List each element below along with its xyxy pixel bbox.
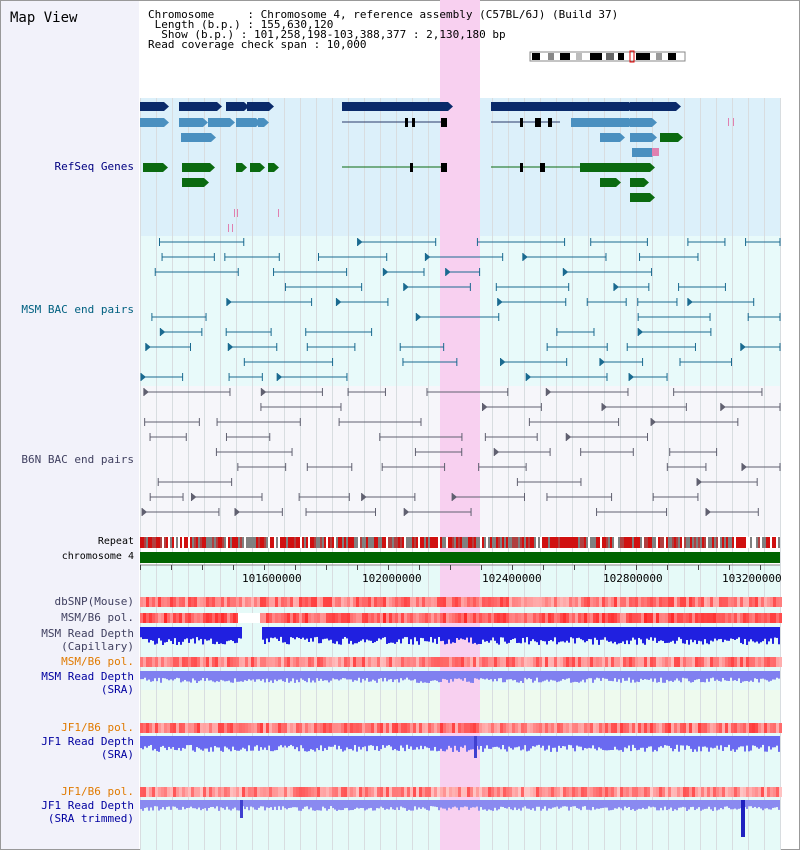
region-info: Chromosome : Chromosome 4, reference ass… xyxy=(148,8,619,51)
chromosome-bar xyxy=(140,552,780,563)
show-range-info: Show (b.p.) : 101,258,198-103,388,377 : … xyxy=(148,28,506,41)
track-label-jf1-depth-sra-sub: (SRA) xyxy=(100,748,134,761)
highlight-region xyxy=(440,0,480,850)
track-label-b6n-bac[interactable]: B6N BAC end pairs xyxy=(21,453,134,466)
track-label-msm-depth-cap-sub: (Capillary) xyxy=(61,640,134,653)
track-label-repeat[interactable]: Repeat xyxy=(97,536,134,547)
coverage-span-info: Read coverage check span : 10,000 xyxy=(148,38,367,51)
axis-tick-label: 103200000 xyxy=(722,572,782,585)
track-label-dbsnp[interactable]: dbSNP(Mouse) xyxy=(54,595,134,608)
track-label-msm-bac[interactable]: MSM BAC end pairs xyxy=(21,303,134,316)
track-label-refseq[interactable]: RefSeq Genes xyxy=(54,160,134,173)
axis-tick-label: 102400000 xyxy=(482,572,542,585)
track-label-jf1-depth-trim[interactable]: JF1 Read Depth xyxy=(41,799,134,812)
track-label-jf1-depth-trim-sub: (SRA trimmed) xyxy=(47,812,134,825)
axis-tick-label: 101600000 xyxy=(242,572,302,585)
track-label-jf1-pol[interactable]: JF1/B6 pol. xyxy=(61,721,134,734)
track-label-msm-depth-sra[interactable]: MSM Read Depth xyxy=(41,670,134,683)
track-label-jf1-pol-2[interactable]: JF1/B6 pol. xyxy=(61,785,134,798)
track-label-msm-depth-cap[interactable]: MSM Read Depth xyxy=(41,627,134,640)
track-label-chromosome: chromosome 4 xyxy=(61,551,134,562)
track-label-jf1-depth-sra[interactable]: JF1 Read Depth xyxy=(41,735,134,748)
track-label-msm-b6-pol[interactable]: MSM/B6 pol. xyxy=(61,611,134,624)
track-label-msm-b6-pol-2[interactable]: MSM/B6 pol. xyxy=(61,655,134,668)
length-info: Length (b.p.) : 155,630,120 xyxy=(148,18,334,31)
page-title: Map View xyxy=(10,10,78,26)
axis-tick-label: 102000000 xyxy=(362,572,422,585)
track-label-msm-depth-sra-sub: (SRA) xyxy=(100,683,134,696)
axis-tick-label: 102800000 xyxy=(603,572,663,585)
chromosome-info: Chromosome : Chromosome 4, reference ass… xyxy=(148,8,619,21)
